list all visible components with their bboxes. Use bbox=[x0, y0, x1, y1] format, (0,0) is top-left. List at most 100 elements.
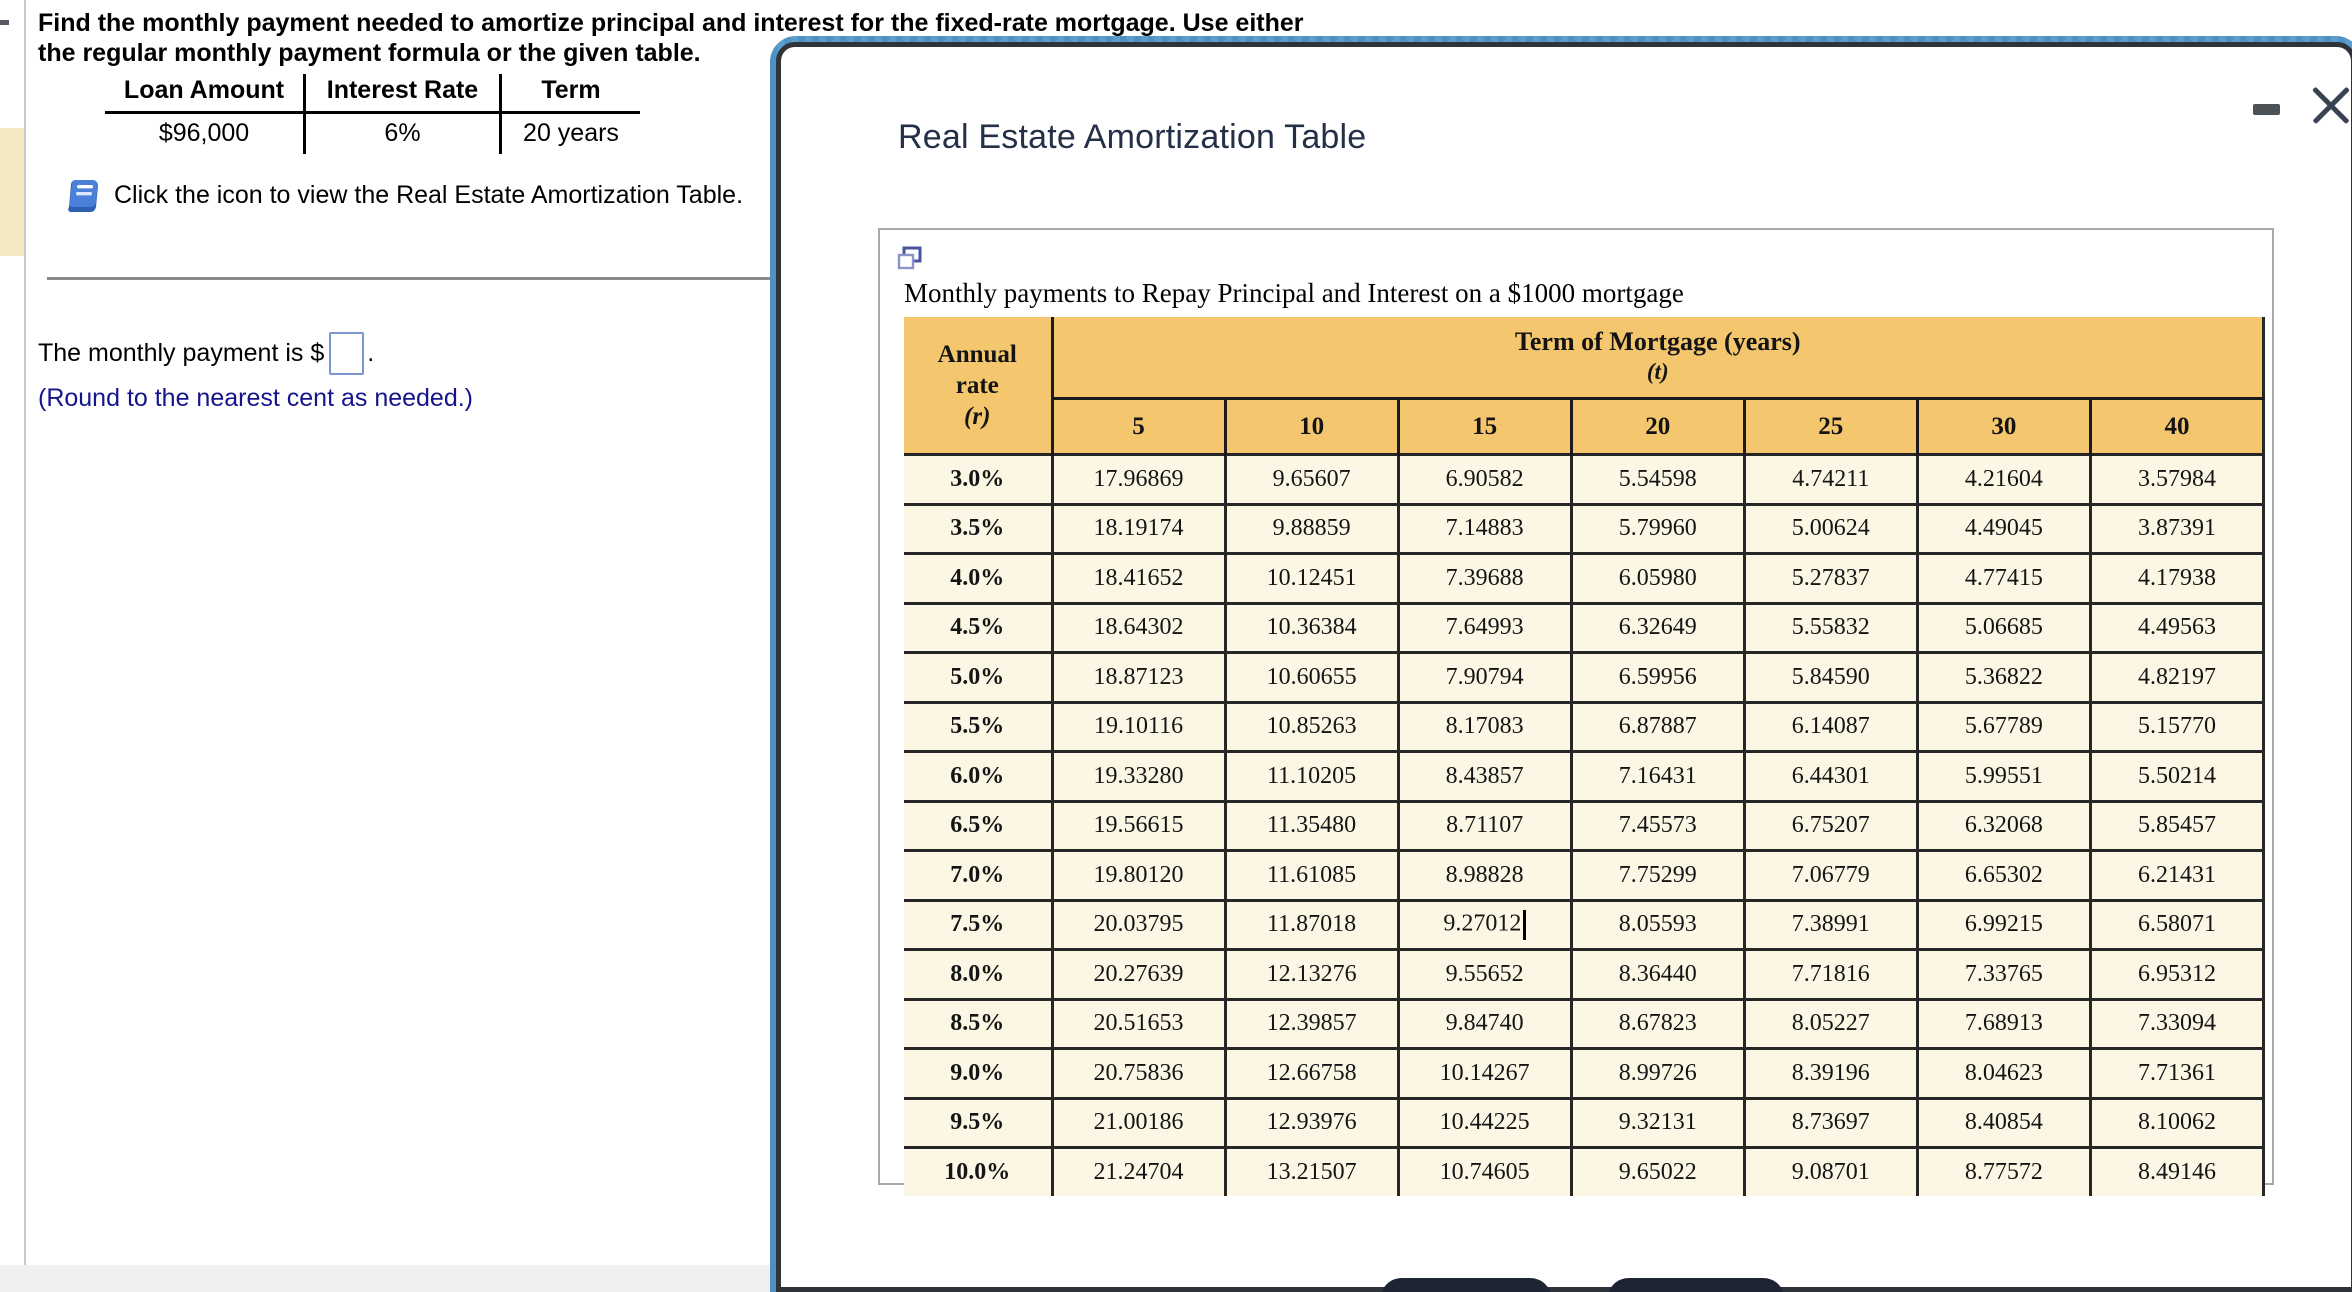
rail-mark bbox=[0, 20, 9, 25]
value-cell: 4.49045 bbox=[1915, 502, 2091, 554]
value-cell: 5.50214 bbox=[2088, 750, 2266, 801]
value-cell: 7.38991 bbox=[1742, 898, 1918, 950]
answer-input[interactable] bbox=[329, 332, 365, 375]
amortization-table-body: 3.0% 17.96869 9.65607 6.90582 5.54598 4.74211… bbox=[904, 453, 2266, 1196]
value-cell: 8.67823 bbox=[1569, 997, 1745, 1049]
value-cell: 6.32068 bbox=[1915, 799, 2091, 851]
value-cell: 7.16431 bbox=[1569, 750, 1745, 801]
value-cell: 8.99726 bbox=[1569, 1047, 1745, 1098]
table-row: 3.5% 18.19174 9.88859 7.14883 5.79960 5.00624… bbox=[904, 502, 2266, 554]
table-row: 6.5% 19.56615 11.35480 8.71107 7.45573 6.7520… bbox=[904, 799, 2266, 851]
value-cell: 10.36384 bbox=[1223, 601, 1399, 653]
loan-table-header: Term bbox=[500, 74, 640, 114]
value-cell: 20.03795 bbox=[1050, 898, 1226, 950]
year-header: 20 bbox=[1569, 398, 1745, 455]
value-cell: 9.08701 bbox=[1742, 1146, 1918, 1196]
year-header: 15 bbox=[1396, 398, 1572, 455]
corner-symbol: (r) bbox=[964, 402, 991, 430]
value-cell: 9.65607 bbox=[1223, 453, 1399, 504]
value-cell: 7.33765 bbox=[1915, 948, 2091, 999]
value-cell: 8.04623 bbox=[1915, 1047, 2091, 1098]
rate-cell: 4.5% bbox=[904, 601, 1052, 653]
rail-highlight bbox=[0, 128, 24, 256]
value-cell: 5.06685 bbox=[1915, 601, 2091, 653]
value-cell: 20.75836 bbox=[1050, 1047, 1226, 1098]
popup-partial-button-left[interactable] bbox=[1380, 1278, 1552, 1292]
minimize-icon[interactable] bbox=[2253, 104, 2280, 115]
rate-cell: 8.5% bbox=[904, 997, 1052, 1049]
text-cursor bbox=[1523, 909, 1526, 940]
interest-rate-value: 6% bbox=[303, 112, 502, 154]
value-cell: 6.87887 bbox=[1569, 700, 1745, 752]
table-row: 9.0% 20.75836 12.66758 10.14267 8.99726 8.391… bbox=[904, 1047, 2266, 1098]
table-row: 5.0% 18.87123 10.60655 7.90794 6.59956 5.8459… bbox=[904, 651, 2266, 702]
value-cell: 6.65302 bbox=[1915, 849, 2091, 900]
value-cell: 10.14267 bbox=[1396, 1047, 1572, 1098]
year-header: 40 bbox=[2088, 398, 2266, 455]
value-cell: 19.56615 bbox=[1050, 799, 1226, 851]
value-cell: 5.55832 bbox=[1742, 601, 1918, 653]
value-cell: 12.13276 bbox=[1223, 948, 1399, 999]
value-cell: 18.87123 bbox=[1050, 651, 1226, 702]
value-cell: 8.05227 bbox=[1742, 997, 1918, 1049]
value-cell: 7.71361 bbox=[2088, 1047, 2266, 1098]
rate-cell: 6.0% bbox=[904, 750, 1052, 801]
value-cell: 17.96869 bbox=[1050, 453, 1226, 504]
value-cell: 5.85457 bbox=[2088, 799, 2266, 851]
value-cell: 11.61085 bbox=[1223, 849, 1399, 900]
loan-table-header: Loan Amount bbox=[105, 74, 305, 114]
table-row: 7.5% 20.03795 11.87018 9.27012 8.05593 7.3899… bbox=[904, 898, 2266, 950]
value-cell: 6.05980 bbox=[1569, 552, 1745, 603]
value-cell: 8.77572 bbox=[1915, 1146, 2091, 1196]
value-cell: 8.10062 bbox=[2088, 1096, 2266, 1148]
value-cell: 9.84740 bbox=[1396, 997, 1572, 1049]
close-icon[interactable] bbox=[2310, 84, 2352, 126]
value-cell: 7.90794 bbox=[1396, 651, 1572, 702]
rate-cell: 3.0% bbox=[904, 453, 1052, 504]
value-cell: 4.17938 bbox=[2088, 552, 2266, 603]
value-cell: 7.06779 bbox=[1742, 849, 1918, 900]
value-cell: 19.80120 bbox=[1050, 849, 1226, 900]
value-cell: 8.73697 bbox=[1742, 1096, 1918, 1148]
value-cell: 7.64993 bbox=[1396, 601, 1572, 653]
value-cell: 7.33094 bbox=[2088, 997, 2266, 1049]
answer-suffix: . bbox=[367, 339, 375, 367]
loan-summary-table: Loan Amount Interest Rate Term $96,000 6… bbox=[105, 74, 640, 154]
value-cell: 13.21507 bbox=[1223, 1146, 1399, 1196]
book-icon[interactable] bbox=[60, 174, 102, 216]
left-rail bbox=[0, 0, 24, 1292]
rate-cell: 4.0% bbox=[904, 552, 1052, 603]
value-cell: 21.24704 bbox=[1050, 1146, 1226, 1196]
rate-column-header: Annual rate (r) bbox=[904, 317, 1052, 455]
popup-body: Real Estate Amortization Table Monthly p… bbox=[776, 42, 2352, 1292]
value-cell: 6.21431 bbox=[2088, 849, 2266, 900]
table-row: 7.0% 19.80120 11.61085 8.98828 7.75299 7.0677… bbox=[904, 849, 2266, 900]
round-note: (Round to the nearest cent as needed.) bbox=[38, 384, 474, 412]
value-cell: 7.14883 bbox=[1396, 502, 1572, 554]
bottom-strip bbox=[0, 1265, 772, 1292]
popup-partial-button-right[interactable] bbox=[1607, 1278, 1785, 1292]
value-cell: 6.75207 bbox=[1742, 799, 1918, 851]
corner-line: Annual bbox=[937, 340, 1017, 368]
icon-instruction: Click the icon to view the Real Estate A… bbox=[114, 180, 744, 209]
value-cell: 12.93976 bbox=[1223, 1096, 1399, 1148]
value-cell: 4.49563 bbox=[2088, 601, 2266, 653]
value-cell: 10.74605 bbox=[1396, 1146, 1572, 1196]
value-cell: 8.71107 bbox=[1396, 799, 1572, 851]
year-header-row: 5 10 15 20 25 30 40 bbox=[904, 398, 2266, 455]
value-cell: 19.33280 bbox=[1050, 750, 1226, 801]
amortization-popup: Real Estate Amortization Table Monthly p… bbox=[770, 36, 2352, 1292]
value-cell: 5.27837 bbox=[1742, 552, 1918, 603]
value-cell: 10.60655 bbox=[1223, 651, 1399, 702]
value-cell: 9.32131 bbox=[1569, 1096, 1745, 1148]
value-cell: 11.10205 bbox=[1223, 750, 1399, 801]
rate-cell: 8.0% bbox=[904, 948, 1052, 999]
value-cell: 5.79960 bbox=[1569, 502, 1745, 554]
value-cell: 4.74211 bbox=[1742, 453, 1918, 504]
rate-cell: 7.5% bbox=[904, 898, 1052, 950]
value-cell: 5.67789 bbox=[1915, 700, 2091, 752]
duplicate-window-icon[interactable] bbox=[897, 246, 923, 270]
value-cell: 12.39857 bbox=[1223, 997, 1399, 1049]
rate-cell: 10.0% bbox=[904, 1146, 1052, 1196]
